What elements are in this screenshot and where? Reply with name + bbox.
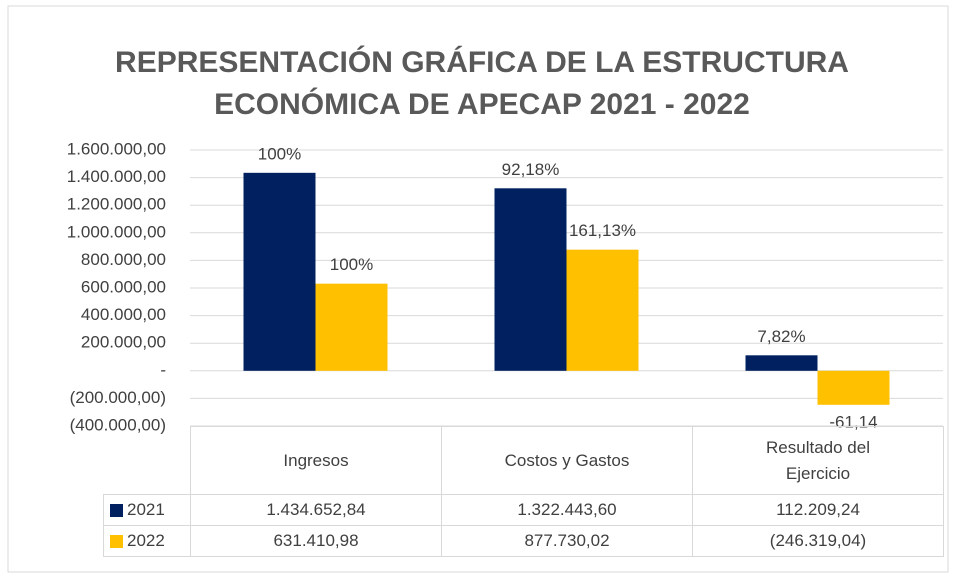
y-tick-label: (200.000,00)	[70, 388, 166, 407]
bar	[315, 283, 388, 371]
cell-text: 112.209,24	[776, 500, 860, 519]
bar	[494, 188, 567, 371]
cell-text: 2021	[127, 500, 165, 519]
cell-text: 631.410,98	[273, 531, 359, 550]
table-value: 112.209,24	[692, 494, 944, 526]
data-label: 161,13%	[569, 221, 636, 240]
legend-entry: 2021	[103, 494, 191, 526]
y-tick-label: (400.000,00)	[70, 415, 166, 434]
cell-text: Resultado del Ejercicio	[766, 437, 870, 483]
cell-text: 1.322.443,60	[517, 500, 617, 519]
chart-title-line: REPRESENTACIÓN GRÁFICA DE LA ESTRUCTURA	[115, 45, 849, 79]
y-tick-label: 1.600.000,00	[67, 139, 166, 158]
chart-title-line: ECONÓMICA DE APECAP 2021 - 2022	[214, 87, 750, 121]
cell-text: 877.730,02	[524, 531, 610, 550]
table-value: (246.319,04)	[692, 525, 944, 557]
category-header: Costos y Gastos	[441, 426, 693, 495]
cell-text: 2022	[127, 531, 165, 550]
table-value: 1.434.652,84	[190, 494, 442, 526]
category-header: Ingresos	[190, 426, 442, 495]
y-tick-label: -	[160, 360, 166, 379]
cell-text: (246.319,04)	[769, 531, 867, 550]
bar	[745, 355, 818, 371]
data-label: 7,82%	[757, 327, 805, 346]
y-tick-label: 1.000.000,00	[67, 222, 166, 241]
table-value: 631.410,98	[190, 525, 442, 557]
cell-text: 1.434.652,84	[266, 500, 366, 519]
bar	[566, 249, 639, 371]
y-tick-label: 400.000,00	[81, 305, 166, 324]
table-value: 1.322.443,60	[441, 494, 693, 526]
y-tick-label: 1.200.000,00	[67, 195, 166, 214]
legend-entry: 2022	[103, 525, 191, 557]
y-tick-label: 200.000,00	[81, 333, 166, 352]
cell-text: Costos y Gastos	[504, 450, 630, 470]
category-header: Resultado del Ejercicio	[692, 426, 944, 495]
y-tick-label: 600.000,00	[81, 277, 166, 296]
table-value: 877.730,02	[441, 525, 693, 557]
legend-swatch	[110, 534, 123, 548]
chart-border	[7, 5, 949, 573]
cell-text: Ingresos	[283, 450, 349, 470]
data-label: 92,18%	[502, 160, 560, 179]
data-label: 100%	[330, 255, 373, 274]
bar	[817, 370, 890, 405]
bar	[243, 172, 316, 371]
y-tick-label: 800.000,00	[81, 250, 166, 269]
legend-swatch	[110, 503, 123, 517]
data-label: 100%	[258, 144, 301, 163]
y-tick-label: 1.400.000,00	[67, 167, 166, 186]
